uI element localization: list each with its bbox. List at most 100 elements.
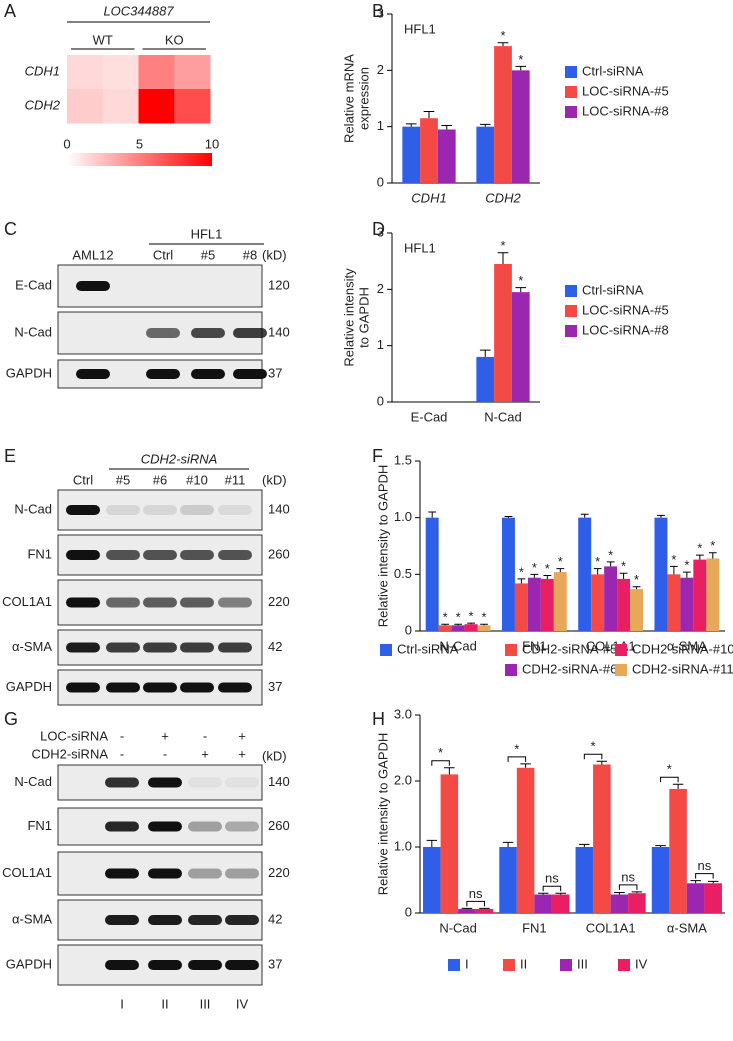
y-tick-label: 2.0 <box>394 772 412 787</box>
bar <box>501 517 515 631</box>
error-bar <box>497 252 509 264</box>
legend-label: Ctrl-siRNA <box>582 63 644 78</box>
error-bar <box>672 783 684 789</box>
bar <box>458 909 476 913</box>
y-tick-label: 0 <box>377 174 384 189</box>
significance: * <box>500 238 505 253</box>
error-bar <box>467 622 475 625</box>
significance: * <box>595 554 600 569</box>
lane-label: #10 <box>186 472 208 487</box>
bar <box>494 46 512 183</box>
error-bar <box>670 565 678 575</box>
bar <box>451 625 465 631</box>
y-axis-label: Relative intensity to GAPDH <box>375 733 390 896</box>
legend-swatch <box>503 959 515 971</box>
blot-row-label: E-Cad <box>15 277 52 292</box>
band <box>180 642 214 653</box>
legend-swatch <box>565 305 577 317</box>
error-bar <box>580 513 589 518</box>
band <box>143 642 177 653</box>
error-bar <box>606 561 615 567</box>
band <box>66 642 100 653</box>
annotation: HFL1 <box>404 21 436 36</box>
band <box>76 281 110 291</box>
y-tick-label: 1.0 <box>394 509 412 524</box>
bar <box>680 577 694 631</box>
colorbar-tick-label: 10 <box>205 136 219 151</box>
error-bar <box>517 578 526 584</box>
panel-label: A <box>4 1 16 21</box>
bar <box>425 517 439 631</box>
blot-kd: 140 <box>268 324 290 339</box>
bar <box>438 625 452 631</box>
blot-header: HFL1 <box>191 226 223 241</box>
band <box>148 960 182 970</box>
legend-label: III <box>577 956 588 971</box>
blot-kd: 140 <box>268 774 290 789</box>
lane-label: Ctrl <box>73 472 93 487</box>
band <box>143 550 177 560</box>
legend-label: LOC-siRNA-#5 <box>582 302 669 317</box>
bar <box>553 572 567 631</box>
bar <box>578 517 592 631</box>
blot-row-label: GAPDH <box>6 679 52 694</box>
blot-row-label: COL1A1 <box>2 865 52 880</box>
bracket <box>695 873 714 879</box>
band <box>225 821 259 832</box>
x-tick-label: CDH2 <box>485 190 521 205</box>
y-tick-label: 1 <box>377 118 384 133</box>
band <box>233 328 267 338</box>
bar <box>654 517 668 631</box>
heat-cell <box>138 55 175 90</box>
error-bar <box>593 568 602 575</box>
band <box>188 868 222 879</box>
band <box>148 915 182 925</box>
bar <box>440 774 459 913</box>
blot-row-label: COL1A1 <box>2 594 52 609</box>
bracket-label: * <box>514 741 519 756</box>
error-bar <box>690 880 701 884</box>
significance: * <box>558 554 563 569</box>
band <box>105 915 139 925</box>
condition-sign: - <box>120 728 124 743</box>
significance: * <box>500 28 505 43</box>
x-tick-label: FN1 <box>522 638 547 653</box>
lane-label: AML12 <box>72 247 113 262</box>
blot-kd: 220 <box>268 594 290 609</box>
error-bar <box>708 552 717 559</box>
bar <box>593 764 611 913</box>
y-tick-label: 3.0 <box>394 706 412 721</box>
y-tick-label: 0 <box>405 904 412 919</box>
blot-row-label: α-SMA <box>12 639 52 654</box>
blot-row-label: N-Cad <box>14 324 52 339</box>
band <box>143 682 177 693</box>
legend-label: Ctrl-siRNA <box>397 641 459 656</box>
colorbar <box>67 153 212 166</box>
bar <box>551 894 570 913</box>
band <box>106 642 140 653</box>
error-bar <box>480 623 488 626</box>
significance: * <box>519 564 524 579</box>
error-bar <box>426 839 438 847</box>
error-bar <box>405 123 417 127</box>
blot-kd: 120 <box>268 277 290 292</box>
blot-kd: 37 <box>268 365 282 380</box>
band <box>218 642 252 653</box>
lane-label: I <box>120 996 124 1011</box>
x-tick-label: FN1 <box>522 920 547 935</box>
bracket-label: * <box>667 762 672 777</box>
bracket-label: ns <box>469 886 483 901</box>
legend-label: CDH2-siRNA-#5 <box>522 641 617 656</box>
band <box>218 682 252 693</box>
heat-cell <box>67 55 104 90</box>
kd-label: (kD) <box>262 247 287 262</box>
condition-label: CDH2-siRNA <box>31 746 108 761</box>
band <box>188 821 222 832</box>
legend-label: I <box>465 956 469 971</box>
kd-label: (kD) <box>262 748 287 763</box>
bar <box>499 847 517 913</box>
bar <box>475 909 494 913</box>
band <box>191 369 225 379</box>
x-tick-label: α-SMA <box>667 638 707 653</box>
